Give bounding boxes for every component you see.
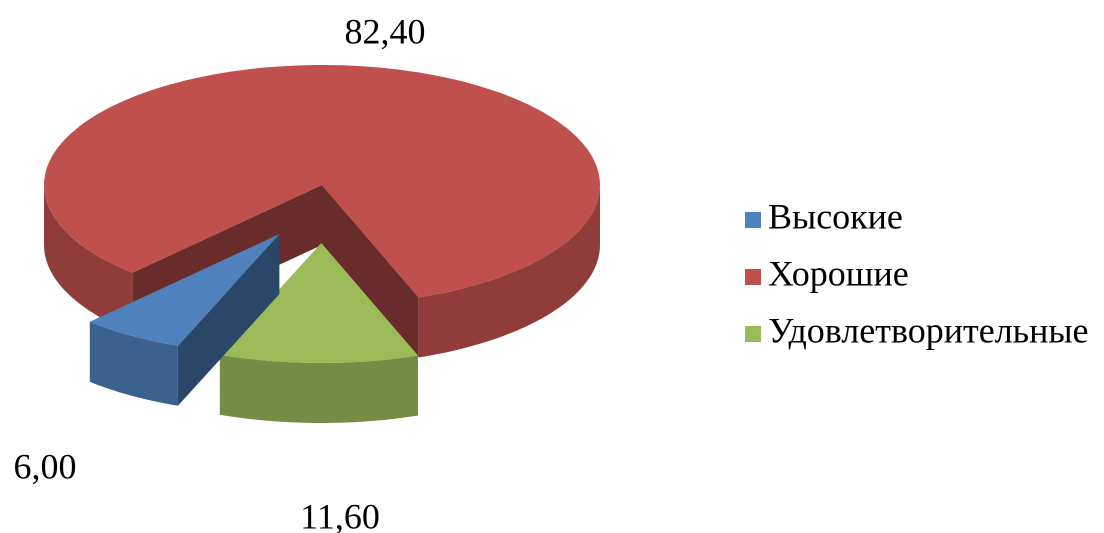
legend-swatch [745,269,761,285]
slice-side [177,234,280,406]
legend-label: Хорошие [768,253,909,293]
slice [44,65,600,298]
legend-label: Удовлетворительные [768,310,1089,350]
data-label: 11,60 [300,496,380,533]
data-label: 6,00 [14,446,77,486]
legend-swatch [745,326,761,342]
data-label: 82,40 [345,11,426,51]
legend-label: Высокие [768,196,903,236]
slice-wall [44,185,133,333]
slice-side [322,185,419,358]
slice [89,234,280,346]
slice-wall [418,185,600,358]
legend-swatch [745,212,761,228]
slice [219,243,418,363]
slice-wall [219,354,418,423]
slice-wall [89,321,178,406]
